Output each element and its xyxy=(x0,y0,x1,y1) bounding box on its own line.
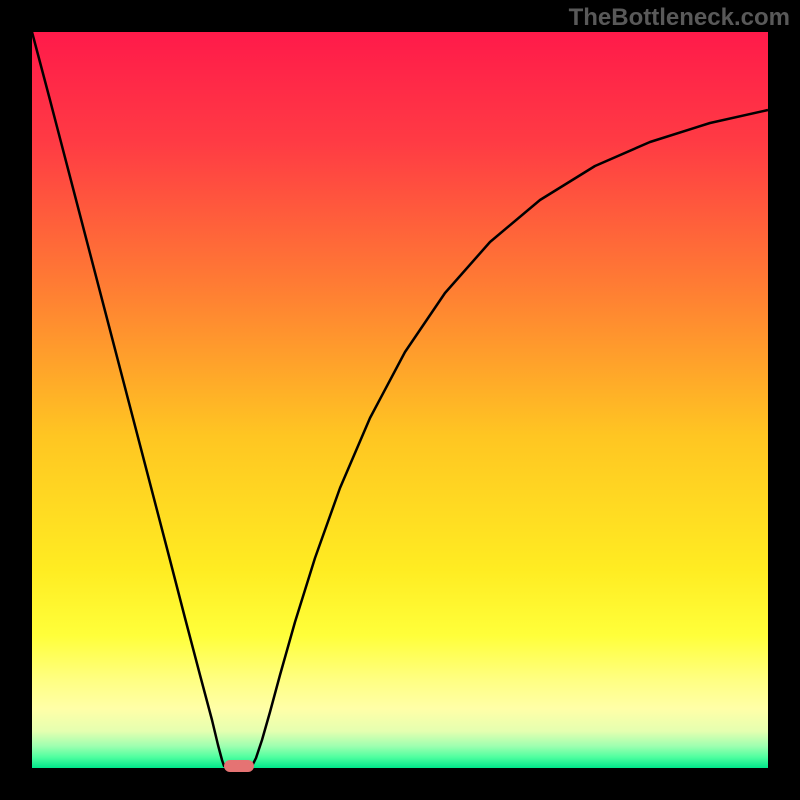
chart-container: TheBottleneck.com xyxy=(0,0,800,800)
bottleneck-chart xyxy=(0,0,800,800)
plot-background xyxy=(32,32,768,768)
minimum-marker xyxy=(224,760,254,772)
watermark-text: TheBottleneck.com xyxy=(569,4,790,32)
